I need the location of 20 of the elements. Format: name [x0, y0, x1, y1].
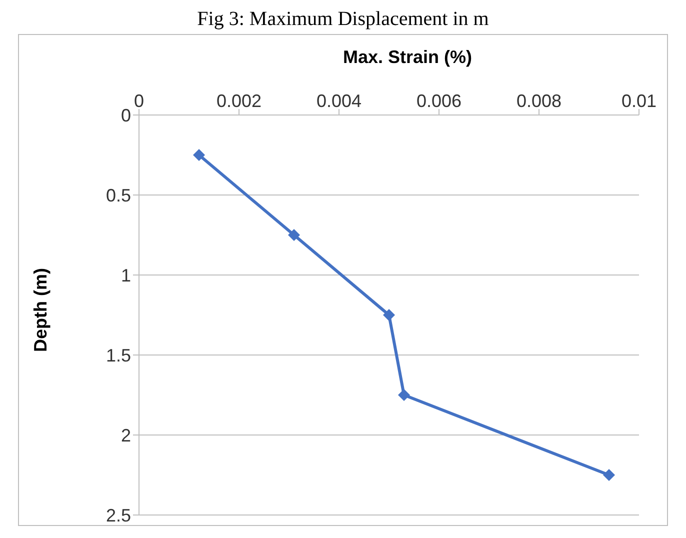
point [383, 309, 395, 321]
x-tick-label: 0.01 [621, 91, 657, 111]
y-tick-label: 1.5 [106, 345, 131, 366]
point [193, 149, 205, 161]
y-tick-label: 0 [120, 105, 131, 126]
point [288, 229, 300, 241]
y-tick-label: 1 [120, 265, 131, 286]
y-axis-title: Depth (m) [30, 268, 52, 352]
y-tick-label: 0.5 [106, 185, 131, 206]
x-tick-label: 0.004 [316, 91, 362, 111]
x-tick-label: 0 [134, 91, 144, 111]
x-tick-label: 0.002 [216, 91, 262, 111]
y-tick-label: 2 [120, 425, 131, 446]
point [603, 469, 615, 481]
point [398, 389, 410, 401]
x-tick-label: 0.006 [416, 91, 462, 111]
x-tick-label: 0.008 [516, 91, 562, 111]
y-tick-label: 2.5 [106, 505, 131, 526]
x-axis-title: Max. Strain (%) [342, 47, 474, 68]
chart-title: Fig 3: Maximum Displacement in m [196, 8, 490, 32]
